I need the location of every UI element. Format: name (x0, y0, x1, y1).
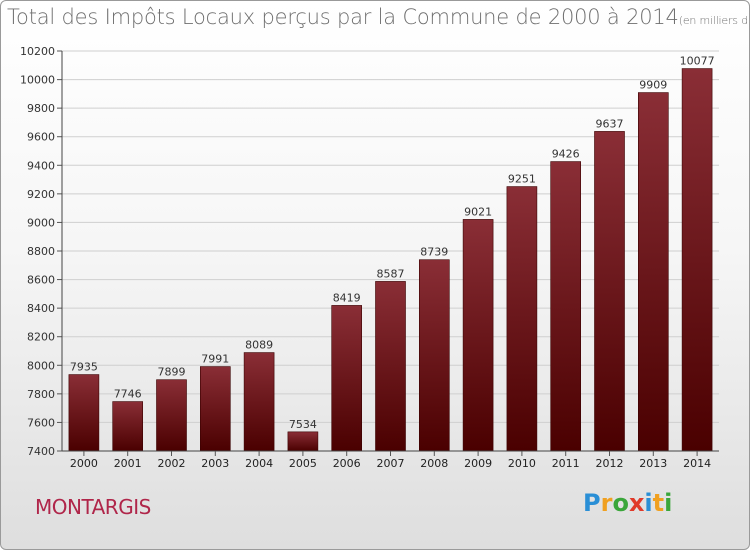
data-label-2010: 9251 (508, 173, 536, 186)
x-tick-label-2004: 2004 (245, 457, 273, 470)
data-label-2011: 9426 (552, 148, 580, 161)
logo-letter: r (600, 489, 613, 517)
proxiti-logo: Proxiti (583, 489, 672, 517)
x-axis: 2000 2001 2002 2003 2004 2005 2006 2007 2008 2009… (70, 451, 711, 470)
x-tick-label-2006: 2006 (333, 457, 361, 470)
bar-2001 (112, 401, 143, 452)
bar-2006 (331, 305, 363, 452)
x-tick-label-2005: 2005 (289, 457, 317, 470)
y-tick-label: 7600 (27, 416, 55, 429)
bars: 7935 7746 7899 7991 8089 7534 8419 8587 8739 9021… (68, 55, 715, 452)
data-label-2003: 7991 (201, 353, 229, 366)
data-label-2005: 7534 (289, 418, 317, 431)
y-tick-label: 8200 (27, 331, 55, 344)
bar-2002 (156, 379, 187, 452)
x-tick-label-2011: 2011 (552, 457, 580, 470)
commune-name: MONTARGIS (35, 495, 151, 519)
data-label-2004: 8089 (245, 339, 273, 352)
x-tick-label-2012: 2012 (596, 457, 624, 470)
x-tick-label-2014: 2014 (683, 457, 711, 470)
data-label-2012: 9637 (596, 117, 624, 130)
logo-letter: t (652, 489, 665, 517)
logo-letter: o (612, 489, 629, 517)
y-tick-label: 10000 (20, 74, 55, 87)
y-tick-label: 9600 (27, 131, 55, 144)
bar-2003 (200, 366, 231, 452)
x-tick-label-2000: 2000 (70, 457, 98, 470)
data-label-2008: 8739 (420, 246, 448, 259)
data-label-2000: 7935 (70, 361, 98, 374)
data-label-2013: 9909 (639, 79, 667, 92)
bar-2013 (637, 92, 669, 452)
bar-2010 (506, 186, 538, 452)
logo-letter: i (644, 489, 653, 517)
y-tick-label: 9400 (27, 159, 55, 172)
unit-note: (en milliers d'€) (678, 14, 750, 27)
x-tick-label-2008: 2008 (420, 457, 448, 470)
x-tick-label-2001: 2001 (114, 457, 142, 470)
data-label-2007: 8587 (377, 267, 405, 280)
bar-2014 (681, 68, 713, 452)
y-tick-label: 9800 (27, 102, 55, 115)
bar-2005 (287, 431, 319, 452)
x-tick-label-2003: 2003 (201, 457, 229, 470)
y-axis: 7400 7600 7800 8000 8200 8400 8600 8800 9000 9200… (20, 45, 62, 458)
logo-letter: x (628, 489, 645, 517)
y-tick-label: 10200 (20, 45, 55, 58)
bar-2000 (68, 374, 100, 452)
bar-2007 (375, 281, 406, 452)
y-tick-label: 9200 (27, 188, 55, 201)
x-tick-label-2010: 2010 (508, 457, 536, 470)
bar-2009 (462, 219, 494, 452)
chart-title: Total des Impôts Locaux perçus par la Co… (7, 5, 750, 29)
x-tick-label-2007: 2007 (377, 457, 405, 470)
y-tick-label: 7800 (27, 388, 55, 401)
x-tick-label-2013: 2013 (639, 457, 667, 470)
y-tick-label: 7400 (27, 445, 55, 458)
bar-2008 (418, 259, 450, 452)
bar-2011 (550, 161, 582, 452)
data-label-2002: 7899 (158, 366, 186, 379)
x-tick-label-2002: 2002 (158, 457, 186, 470)
data-label-2009: 9021 (464, 205, 492, 218)
x-tick-label-2009: 2009 (464, 457, 492, 470)
logo-letter: i (664, 489, 673, 517)
bar-2012 (594, 131, 625, 452)
y-tick-label: 8800 (27, 245, 55, 258)
data-label-2001: 7746 (114, 388, 142, 401)
y-tick-label: 9000 (27, 216, 55, 229)
y-tick-label: 8600 (27, 274, 55, 287)
y-tick-label: 8400 (27, 302, 55, 315)
y-tick-label: 8000 (27, 359, 55, 372)
logo-letter: P (583, 489, 601, 517)
data-label-2014: 10077 (680, 55, 715, 68)
bar-2004 (243, 352, 275, 452)
data-label-2006: 8419 (333, 291, 361, 304)
